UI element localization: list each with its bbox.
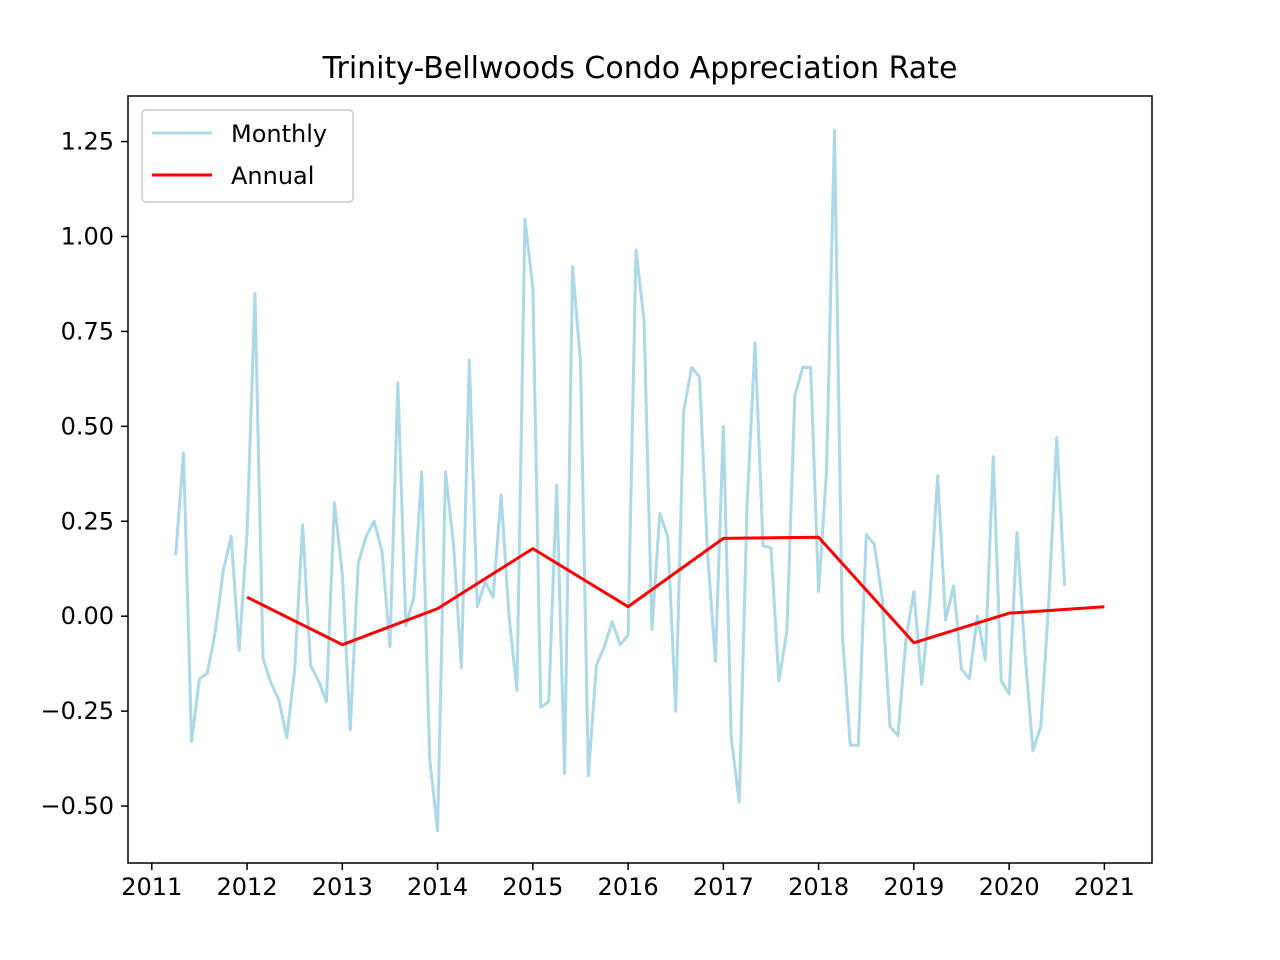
x-tick-label: 2020 xyxy=(979,873,1040,901)
y-tick-label: 0.25 xyxy=(61,507,114,535)
series-line-annual xyxy=(246,535,1105,647)
x-tick-label: 2019 xyxy=(883,873,944,901)
x-tick-label: 2021 xyxy=(1074,873,1135,901)
x-axis: 2011 2012 2013 2014 2015 2016 2017 2018 2019 2020… xyxy=(121,863,1135,901)
y-tick-label: 0.75 xyxy=(61,317,114,345)
legend-label-annual: Annual xyxy=(231,162,314,190)
y-tick-label: 1.25 xyxy=(61,128,114,156)
y-tick-label: 1.00 xyxy=(61,222,114,250)
x-tick-label: 2018 xyxy=(788,873,849,901)
chart-title: Trinity-Bellwoods Condo Appreciation Rat… xyxy=(322,51,958,86)
x-tick-label: 2016 xyxy=(598,873,659,901)
y-tick-label: −0.50 xyxy=(40,792,114,820)
y-tick-label: 0.50 xyxy=(61,412,114,440)
series-layer xyxy=(174,128,1105,833)
plot-area-frame xyxy=(127,95,1153,864)
legend: Monthly Annual xyxy=(141,109,354,203)
x-tick-label: 2011 xyxy=(121,873,182,901)
x-tick-label: 2012 xyxy=(217,873,278,901)
y-axis: −0.50 −0.25 0.00 0.25 0.50 0.75 1.00 1.25 xyxy=(40,128,128,820)
x-tick-label: 2015 xyxy=(502,873,563,901)
x-tick-label: 2014 xyxy=(407,873,468,901)
legend-label-monthly: Monthly xyxy=(231,120,327,148)
series-line-monthly xyxy=(174,128,1067,833)
y-tick-label: −0.25 xyxy=(40,697,114,725)
x-tick-label: 2017 xyxy=(693,873,754,901)
x-tick-label: 2013 xyxy=(312,873,373,901)
y-tick-label: 0.00 xyxy=(61,602,114,630)
